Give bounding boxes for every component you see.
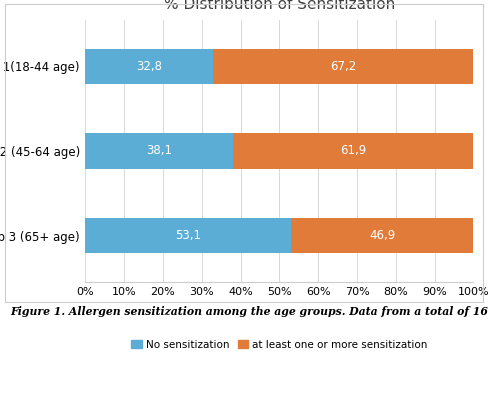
Bar [85,133,233,169]
Text: 61,9: 61,9 [340,144,366,158]
Text: 46,9: 46,9 [369,229,395,242]
Bar [85,218,291,253]
Text: 67,2: 67,2 [330,60,356,73]
Bar [233,133,473,169]
Bar [291,218,473,253]
Legend: No sensitization, at least one or more sensitization: No sensitization, at least one or more s… [131,340,427,350]
Title: % Distribution of Sensitization: % Distribution of Sensitization [164,0,395,12]
Bar [213,49,473,84]
Bar [85,49,213,84]
Text: Figure 1. Allergen sensitization among the age groups. Data from a total of 1693: Figure 1. Allergen sensitization among t… [10,306,488,317]
Text: 32,8: 32,8 [136,60,162,73]
Text: 38,1: 38,1 [146,144,172,158]
Text: 53,1: 53,1 [175,229,202,242]
